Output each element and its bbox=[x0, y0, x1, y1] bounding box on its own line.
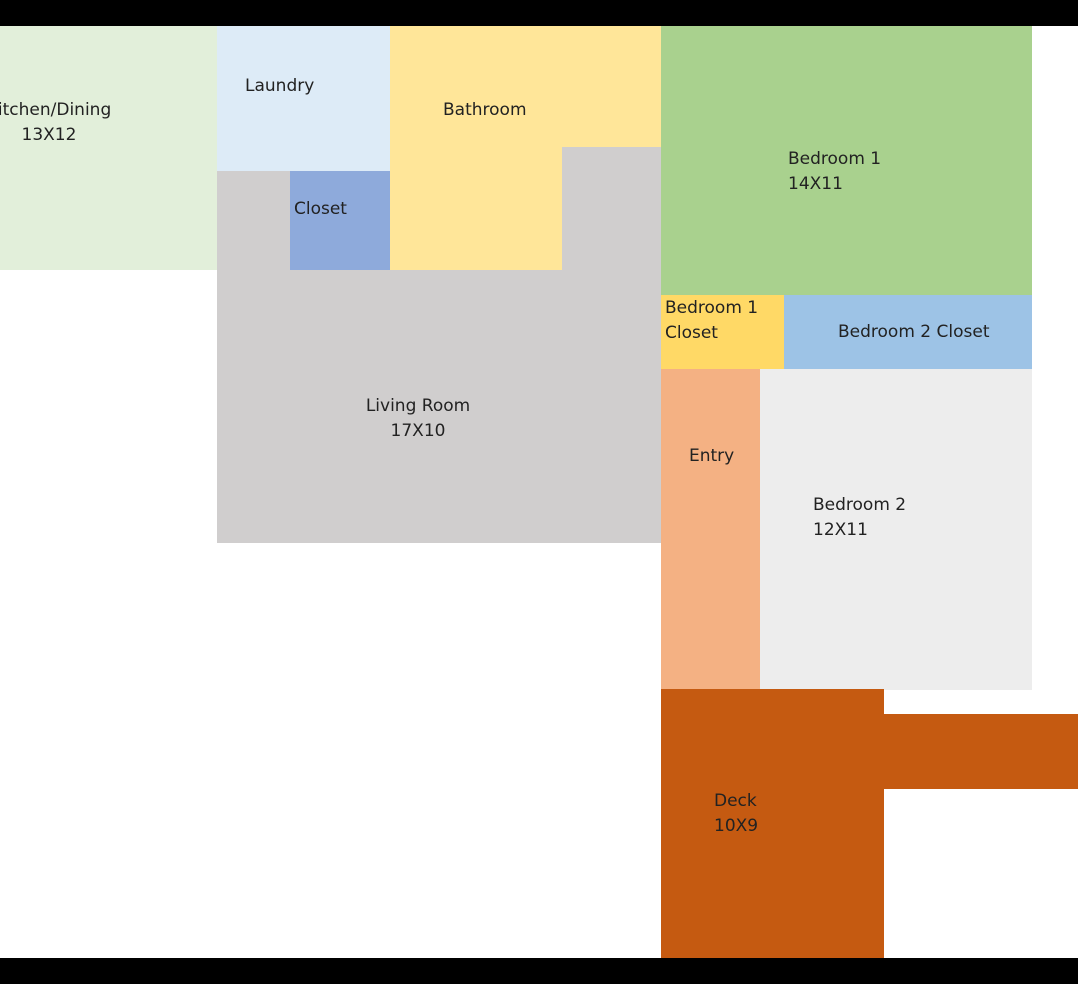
entry-label: Entry bbox=[689, 444, 734, 469]
laundry-name: Laundry bbox=[245, 76, 315, 96]
bedroom-1-name: Bedroom 1 bbox=[788, 149, 882, 169]
deck-name: Deck bbox=[714, 791, 757, 811]
living-room-label: Living Room 17X10 bbox=[366, 394, 470, 444]
entry-name: Entry bbox=[689, 446, 735, 466]
laundry-room bbox=[217, 26, 390, 171]
kitchen-dining-room bbox=[0, 26, 217, 270]
living-room-size: 17X10 bbox=[390, 421, 446, 441]
deck bbox=[661, 689, 884, 958]
kitchen-dining-size: 13X12 bbox=[21, 125, 77, 145]
deck-label: Deck 10X9 bbox=[714, 789, 758, 839]
bottom-letterbox-bar bbox=[0, 958, 1078, 984]
entry bbox=[661, 369, 760, 689]
bedroom-1-closet-label: Bedroom 1 Closet bbox=[665, 296, 758, 346]
bedroom-2 bbox=[760, 369, 1032, 690]
living-room-name: Living Room bbox=[365, 396, 471, 416]
bedroom-2-name: Bedroom 2 bbox=[813, 495, 907, 515]
bedroom-1-size: 14X11 bbox=[788, 174, 843, 194]
bedroom-1-closet bbox=[661, 295, 784, 369]
living-room-extension bbox=[562, 147, 661, 177]
laundry-label: Laundry bbox=[245, 74, 314, 99]
bedroom-2-label: Bedroom 2 12X11 bbox=[813, 493, 906, 543]
closet-label: Closet bbox=[294, 197, 347, 222]
bedroom-1 bbox=[661, 26, 1032, 295]
bathroom-name: Bathroom bbox=[443, 100, 527, 120]
top-letterbox-bar bbox=[0, 0, 1078, 26]
kitchen-dining-label: Kitchen/Dining 13X12 bbox=[0, 98, 111, 148]
bedroom-1-label: Bedroom 1 14X11 bbox=[788, 147, 881, 197]
bathroom-upper bbox=[390, 26, 661, 147]
bedroom-2-closet-name: Bedroom 2 Closet bbox=[838, 322, 990, 342]
bedroom-1-closet-line2: Closet bbox=[665, 323, 718, 343]
bedroom-2-closet-label: Bedroom 2 Closet bbox=[838, 320, 990, 345]
bathroom-label: Bathroom bbox=[443, 98, 527, 123]
closet-room bbox=[290, 171, 390, 270]
kitchen-dining-name: Kitchen/Dining bbox=[0, 100, 112, 120]
bathroom-lower bbox=[390, 147, 562, 270]
bedroom-2-closet bbox=[784, 295, 1032, 369]
deck-size: 10X9 bbox=[714, 816, 759, 836]
deck-extension bbox=[884, 714, 1078, 789]
bedroom-2-size: 12X11 bbox=[813, 520, 868, 540]
bedroom-1-closet-line1: Bedroom 1 bbox=[665, 298, 759, 318]
closet-name: Closet bbox=[294, 199, 347, 219]
